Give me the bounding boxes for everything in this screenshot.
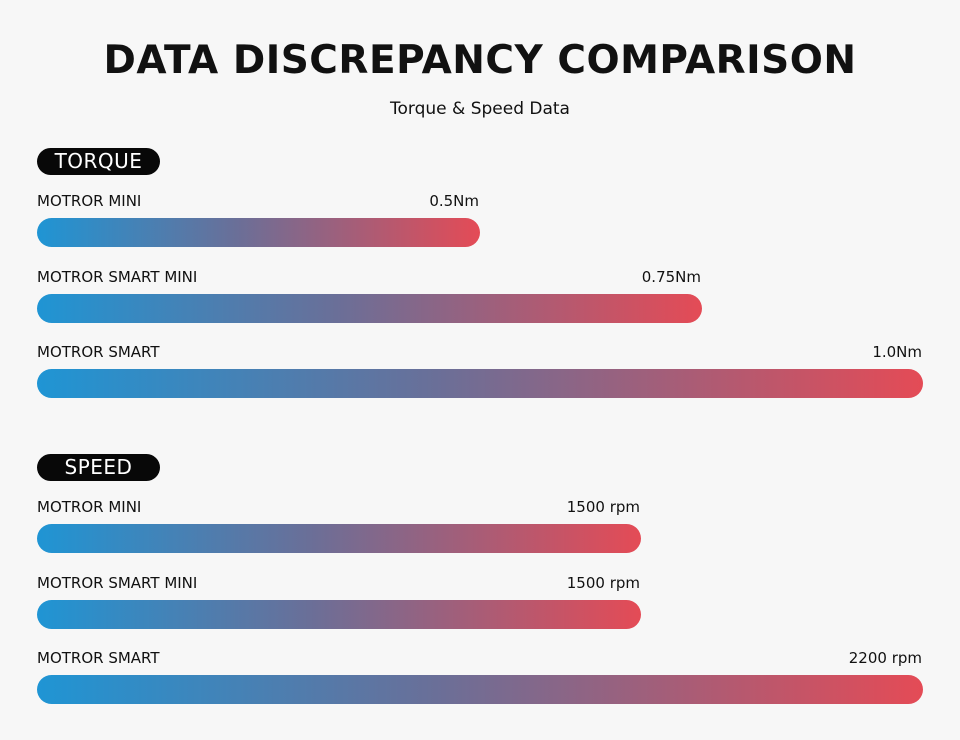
speed-section: SPEED MOTROR MINI 1500 rpm MOTROR SMART … (37, 454, 923, 714)
torque-section: TORQUE MOTROR MINI 0.5Nm MOTROR SMART MI… (37, 148, 923, 408)
speed-row: MOTROR SMART 2200 rpm (37, 648, 923, 706)
bar-value-label: 2200 rpm (848, 649, 922, 667)
speed-section-label: SPEED (37, 454, 160, 481)
speed-row: MOTROR MINI 1500 rpm (37, 497, 923, 555)
bar-category-label: MOTROR SMART (37, 343, 160, 361)
speed-bar-motror-smart (37, 675, 923, 704)
torque-section-label: TORQUE (37, 148, 160, 175)
bar-category-label: MOTROR MINI (37, 498, 142, 516)
torque-row: MOTROR MINI 0.5Nm (37, 191, 923, 249)
torque-bar-motror-mini (37, 218, 480, 247)
bar-category-label: MOTROR SMART MINI (37, 268, 198, 286)
speed-bar-motror-mini (37, 524, 641, 553)
bar-value-label: 0.5Nm (429, 192, 479, 210)
bar-category-label: MOTROR MINI (37, 192, 142, 210)
speed-row: MOTROR SMART MINI 1500 rpm (37, 573, 923, 631)
page-title: DATA DISCREPANCY COMPARISON (103, 38, 857, 83)
torque-bar-motror-smart (37, 369, 923, 398)
torque-row: MOTROR SMART 1.0Nm (37, 342, 923, 400)
bar-value-label: 1.0Nm (872, 343, 922, 361)
bar-value-label: 1500 rpm (566, 574, 640, 592)
torque-bar-motror-smart-mini (37, 294, 702, 323)
bar-value-label: 1500 rpm (566, 498, 640, 516)
bar-category-label: MOTROR SMART (37, 649, 160, 667)
page-subtitle: Torque & Speed Data (390, 99, 570, 119)
bar-category-label: MOTROR SMART MINI (37, 574, 198, 592)
speed-bar-motror-smart-mini (37, 600, 641, 629)
bar-value-label: 0.75Nm (641, 268, 701, 286)
torque-row: MOTROR SMART MINI 0.75Nm (37, 267, 923, 325)
